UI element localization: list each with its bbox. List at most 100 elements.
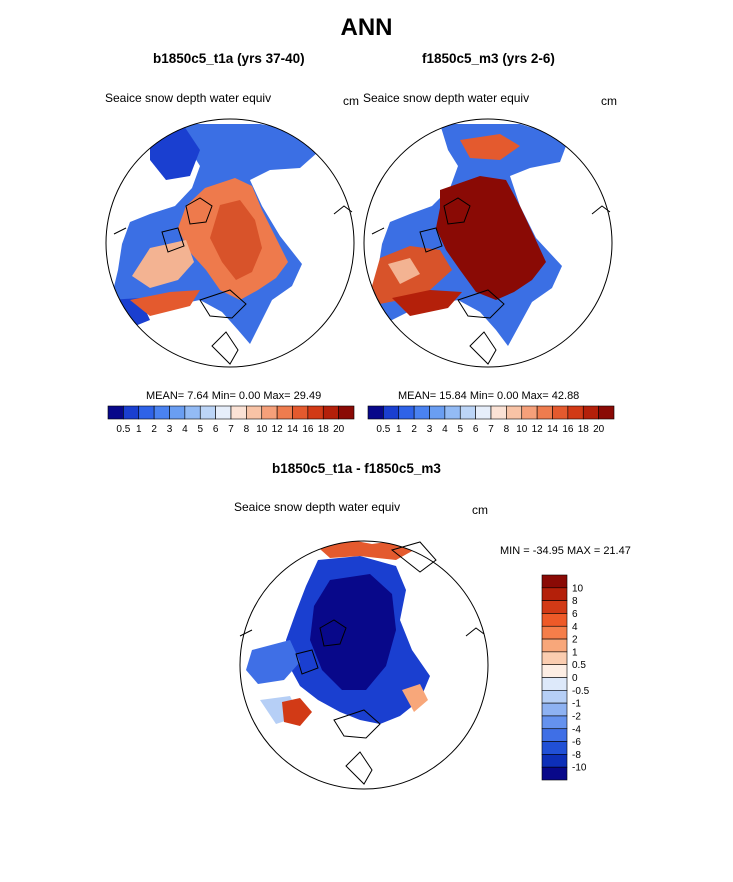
panel3-colorbar-swatch [541,664,568,678]
panel2-colorbar-swatch [444,405,461,420]
panel3-colorbar-tick-label: 4 [572,622,578,633]
panel1-colorbar-tick-label: 14 [287,424,299,435]
panel1-colorbar-tick-label: 5 [197,424,203,435]
panel1-colorbar-tick-label: 7 [228,424,234,435]
panel3-colorbar-swatch [541,741,568,755]
panel2-units-label: cm [601,94,617,108]
panel2-variable-label: Seaice snow depth water equiv [363,91,530,105]
panel2-colorbar-swatch [598,405,615,420]
panel2-colorbar-swatch [413,405,430,420]
panel3-coastlines [239,541,485,785]
panel1-variable-label: Seaice snow depth water equiv [105,91,272,105]
panel1-colorbar-tick-label: 16 [302,424,314,435]
panel2-map [364,119,612,367]
panel3-colorbar-tick-label: 1 [572,647,578,658]
panel2-colorbar-tick-label: 16 [562,424,574,435]
panel2-colorbar-swatch [490,405,507,420]
panel2-colorbar-tick-label: 0.5 [376,424,390,435]
panel1-colorbar-tick-label: 0.5 [116,424,130,435]
panel3-colorbar-swatch [541,702,568,717]
panel2-colorbar-tick-label: 7 [488,424,494,435]
panel3-colorbar-swatch [541,690,568,704]
panel2-colorbar-swatch [536,405,553,420]
panel3-colorbar-swatch [541,715,568,730]
panel1-colorbar-swatch [199,405,216,420]
panel1-colorbar-tick-label: 3 [167,424,173,435]
panel3-colorbar: 10 8 6 4 21 0.5 0 -0.5 -1-2 -4 -6 -8 -10 [541,574,590,781]
panel3-colorbar-tick-label: 0 [572,673,578,684]
panel1-colorbar-tick-label: 18 [318,424,330,435]
panel1-colorbar-tick-label: 8 [244,424,250,435]
panel1-map [106,119,354,367]
panel2-colorbar-swatch [383,405,400,420]
panel1-coastlines [113,197,353,365]
panel1-colorbar-swatch [307,405,324,420]
panel1-colorbar-swatch [169,405,186,420]
panel2-interior-ice [436,176,546,300]
panel2-colorbar-swatch [567,405,584,420]
panel2-colorbar-tick-label: 12 [532,424,544,435]
panel2-colorbar-swatch [582,405,599,420]
panel1-colorbar-swatch [276,405,293,420]
panel3-colorbar-swatch [541,754,568,768]
panel2-colorbar-tick-label: 14 [547,424,559,435]
panel3-colorbar-swatch [541,613,568,627]
panel1-colorbar-swatch [230,405,247,420]
panel2-colorbar-swatch [475,405,492,420]
panel1-colorbar-tick-label: 4 [182,424,188,435]
panel1-stats: MEAN= 7.64 Min= 0.00 Max= 29.49 [146,390,322,402]
panel1-colorbar-tick-label: 12 [272,424,284,435]
panel1-colorbar-swatch [261,405,278,420]
panel2-title: f1850c5_m3 (yrs 2-6) [422,51,555,66]
panel2-stats: MEAN= 15.84 Min= 0.00 Max= 42.88 [398,390,580,402]
panel3-colorbar-swatch [541,638,568,653]
panel2-coastlines [371,197,611,365]
panel1-colorbar-swatch [322,405,339,420]
panel1-colorbar-tick-label: 1 [136,424,142,435]
panel1-colorbar-tick-label: 6 [213,424,219,435]
panel3-colorbar-tick-label: -2 [572,711,581,722]
panel2-colorbar-swatch [459,405,476,420]
panel2-colorbar-swatch [506,405,523,420]
panel1-colorbar-swatch [153,405,170,420]
panel1-colorbar: 0.5 1 2 3 4 5 6 7 8 10 12 14 16 18 20 [107,405,355,435]
panel3-units-label: cm [472,503,488,517]
panel1-colorbar-tick-label: 2 [151,424,157,435]
panel2-colorbar-swatch [429,405,446,420]
panel1-colorbar-swatch [107,405,124,420]
panel2-colorbar-tick-label: 4 [442,424,448,435]
panel1-units-label: cm [343,94,359,108]
panel3-colorbar-tick-label: -1 [572,699,581,710]
panel2-colorbar-tick-label: 1 [396,424,402,435]
panel1-colorbar-swatch [138,405,155,420]
panel2-colorbar-swatch [552,405,569,420]
panel2-colorbar-tick-label: 2 [411,424,417,435]
panel1-colorbar-tick-label: 10 [256,424,268,435]
panel1-colorbar-swatch [338,405,355,420]
panel2-colorbar-tick-label: 6 [473,424,479,435]
panel1-colorbar-swatch [123,405,140,420]
panel3-variable-label: Seaice snow depth water equiv [234,500,401,514]
panel3-colorbar-tick-label: -6 [572,737,581,748]
panel3-colorbar-swatch [541,766,568,781]
panel3-map [240,541,488,789]
panel3-colorbar-tick-label: -4 [572,724,581,735]
panel2-colorbar: 0.5 1 2 3 4 5 6 7 8 10 12 14 16 18 20 [367,405,615,435]
panel1-title: b1850c5_t1a (yrs 37-40) [153,51,305,66]
panel1-map-border [105,118,355,368]
panel3-colorbar-swatch [541,625,568,640]
panel3-colorbar-tick-label: 0.5 [572,660,586,671]
panel2-colorbar-swatch [521,405,538,420]
panel1-colorbar-swatch [184,405,201,420]
panel2-colorbar-tick-label: 5 [457,424,463,435]
panel2-colorbar-tick-label: 8 [504,424,510,435]
panel3-colorbar-tick-label: 10 [572,583,584,594]
panel3-colorbar-swatch [541,600,568,614]
panel3-colorbar-tick-label: -8 [572,750,581,761]
panel1-colorbar-tick-label: 20 [333,424,345,435]
panel3-colorbar-tick-label: 8 [572,596,578,607]
panel3-stats: MIN = -34.95 MAX = 21.47 [500,545,631,557]
panel2-colorbar-tick-label: 3 [427,424,433,435]
panel3-colorbar-tick-label: 2 [572,635,578,646]
